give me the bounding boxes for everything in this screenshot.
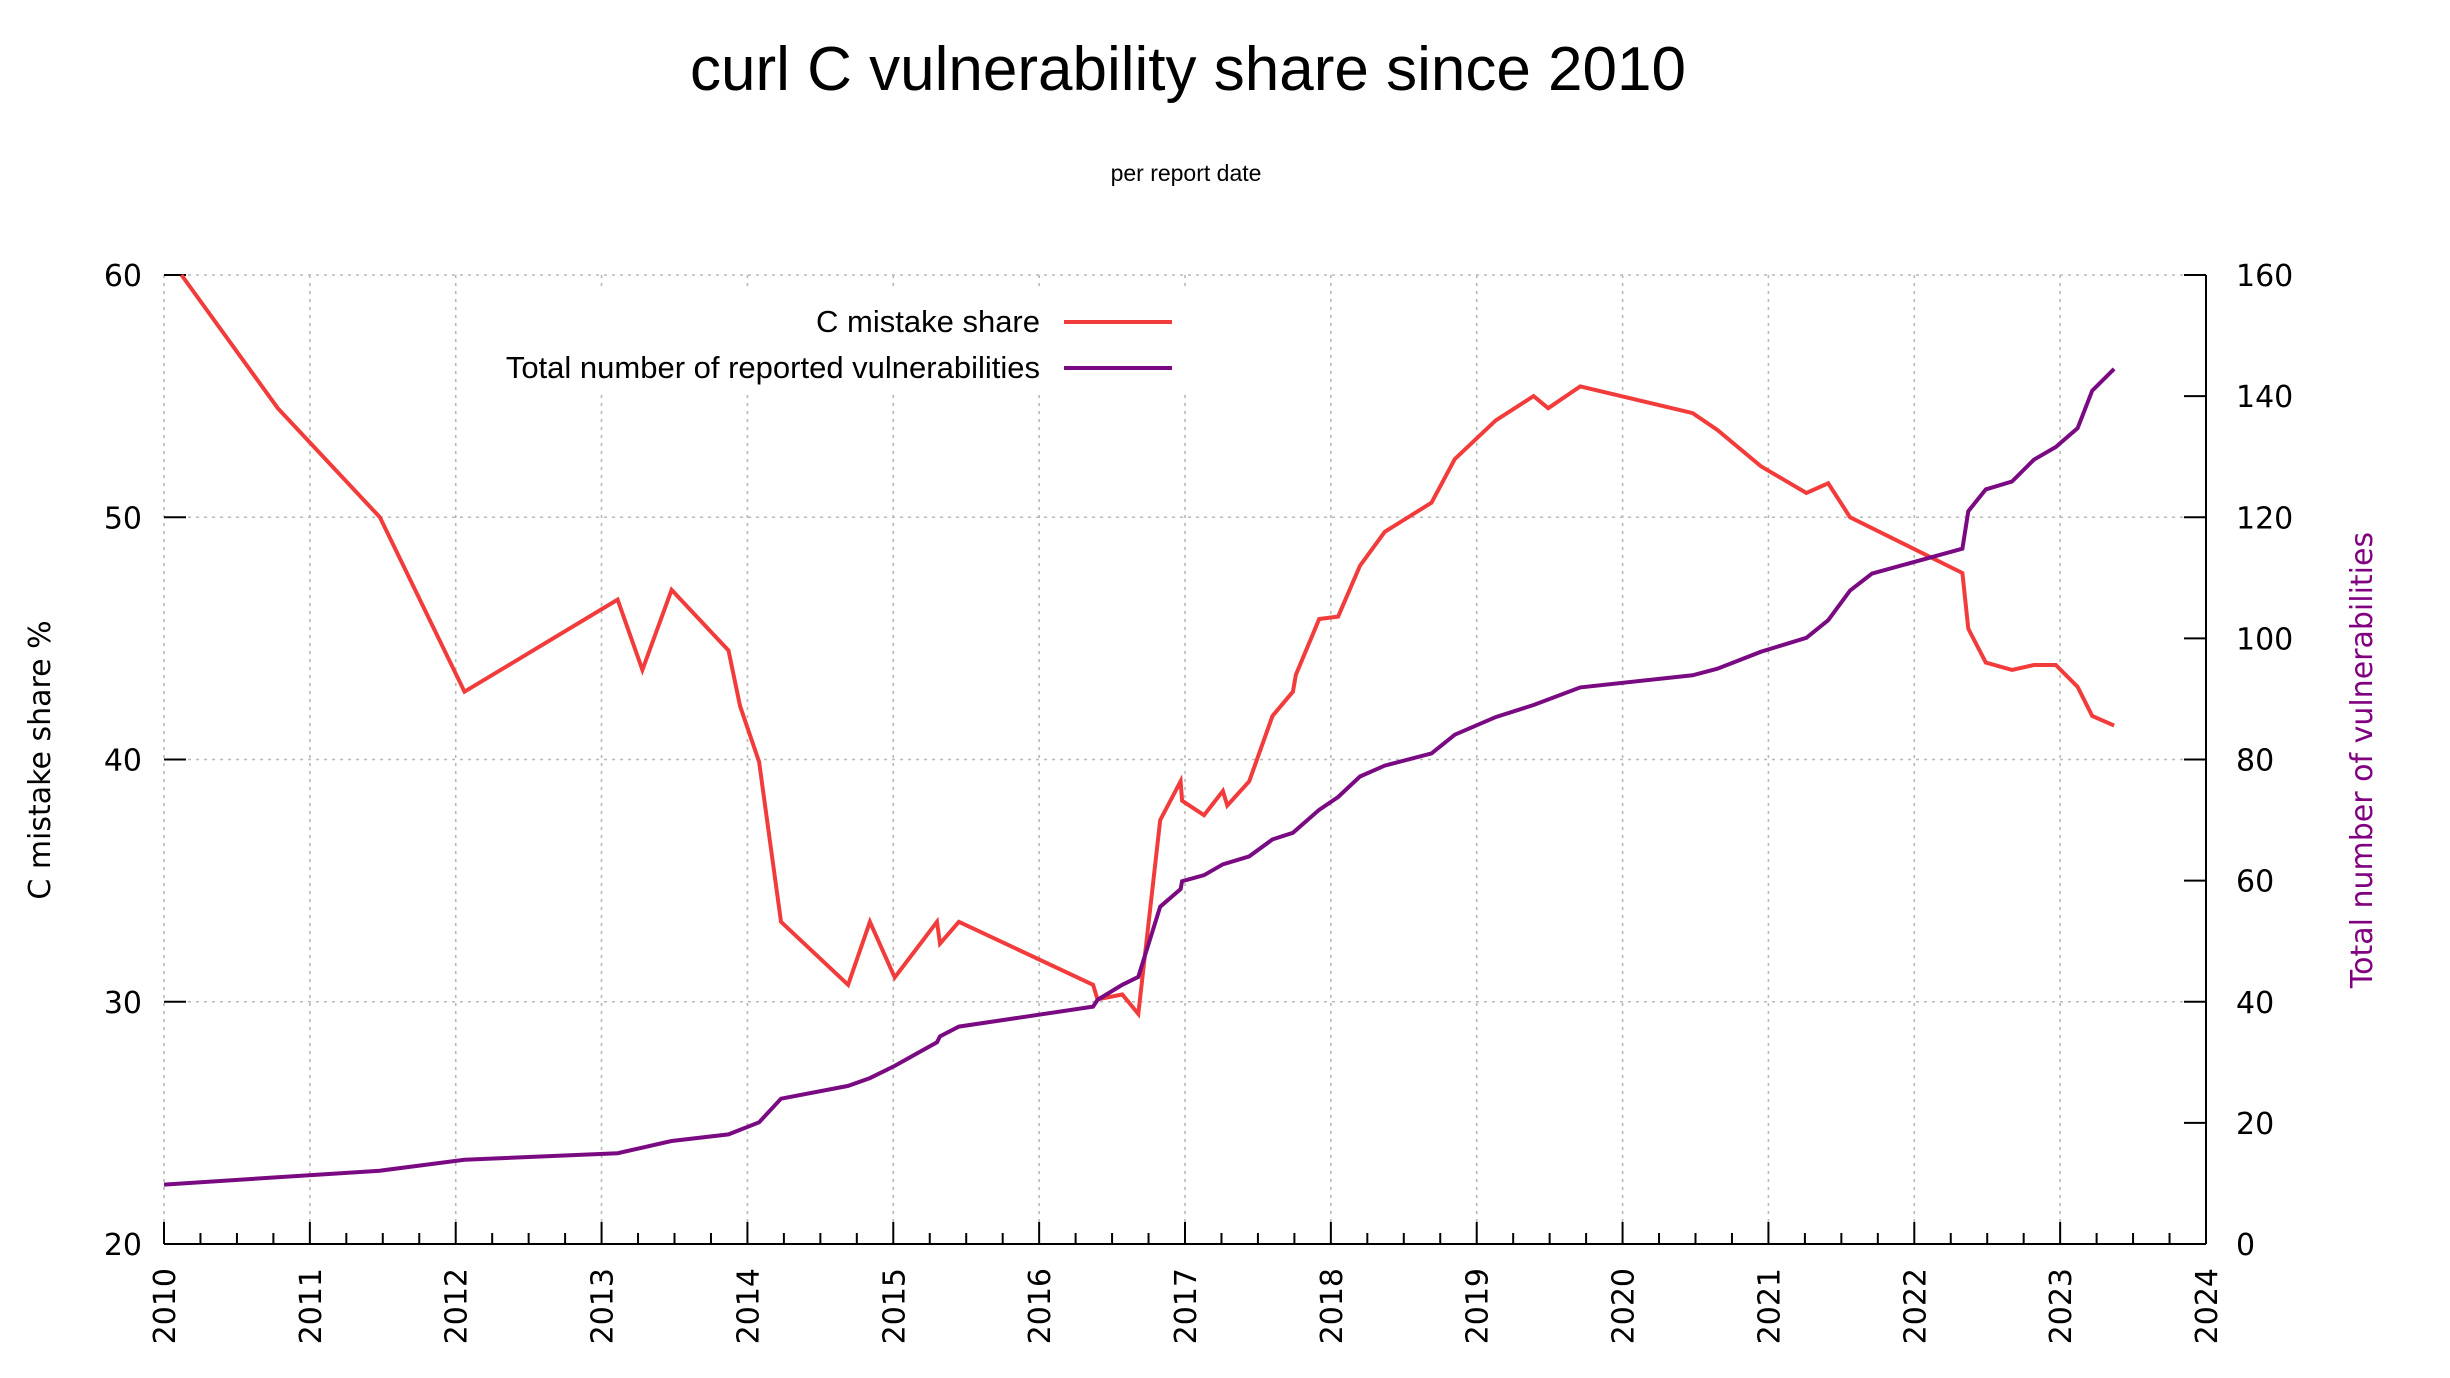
y2-tick-label: 160 — [2236, 259, 2293, 294]
x-tick-label: 2023 — [2044, 1268, 2079, 1344]
x-tick-label: 2018 — [1315, 1268, 1350, 1344]
y2-tick-label: 0 — [2236, 1228, 2255, 1263]
x-tick-label: 2014 — [731, 1268, 766, 1344]
x-tick-label: 2024 — [2190, 1268, 2225, 1344]
x-tick-label: 2012 — [440, 1268, 475, 1344]
series-line-c-mistake-share — [179, 273, 2115, 1019]
grid — [163, 274, 2207, 1245]
chart-title: curl C vulnerability share since 2010 — [690, 35, 1686, 104]
y2-tick-label: 40 — [2236, 986, 2274, 1021]
y2-tick-label: 60 — [2236, 865, 2274, 900]
y2-tick-label: 140 — [2236, 380, 2293, 415]
x-tick-label: 2019 — [1461, 1268, 1496, 1344]
legend: C mistake share Total number of reported… — [500, 290, 1200, 395]
y-tick-label: 20 — [104, 1228, 142, 1263]
y2-tick-label: 120 — [2236, 501, 2293, 536]
x-tick-label: 2013 — [586, 1268, 621, 1344]
x-tick-label: 2016 — [1023, 1268, 1058, 1344]
series — [163, 273, 2116, 1187]
y-axis-tick-labels: 20 30 40 50 60 — [104, 259, 142, 1263]
x-tick-label: 2015 — [877, 1268, 912, 1344]
y-tick-label: 40 — [104, 744, 142, 779]
y-tick-label: 60 — [104, 259, 142, 294]
y2-tick-label: 80 — [2236, 744, 2274, 779]
y2-axis-label: Total number of vulnerabilities — [2345, 532, 2380, 989]
y2-tick-label: 20 — [2236, 1107, 2274, 1142]
x-tick-label: 2017 — [1169, 1268, 1204, 1344]
x-axis-tick-labels: 2010 2011 2012 2013 2014 2015 2016 2017 2018 2019… — [148, 1268, 2225, 1344]
axes — [163, 274, 2207, 1245]
x-tick-label: 2021 — [1752, 1268, 1787, 1344]
chart-subtitle: per report date — [1111, 160, 1262, 186]
series-line-total-vulnerabilities — [163, 367, 2116, 1187]
y2-tick-label: 100 — [2236, 622, 2293, 657]
x-tick-label: 2022 — [1898, 1268, 1933, 1344]
x-tick-label: 2020 — [1607, 1268, 1642, 1344]
y-axis-label: C mistake share % — [23, 620, 58, 899]
legend-background — [500, 290, 1200, 395]
y-tick-label: 50 — [104, 501, 142, 536]
y-tick-label: 30 — [104, 986, 142, 1021]
legend-label-share: C mistake share — [816, 304, 1040, 339]
legend-label-total: Total number of reported vulnerabilities — [506, 350, 1040, 385]
y2-axis-tick-labels: 0 20 40 60 80 100 120 140 160 — [2236, 259, 2293, 1263]
x-tick-label: 2010 — [148, 1268, 183, 1344]
x-tick-label: 2011 — [294, 1268, 329, 1344]
